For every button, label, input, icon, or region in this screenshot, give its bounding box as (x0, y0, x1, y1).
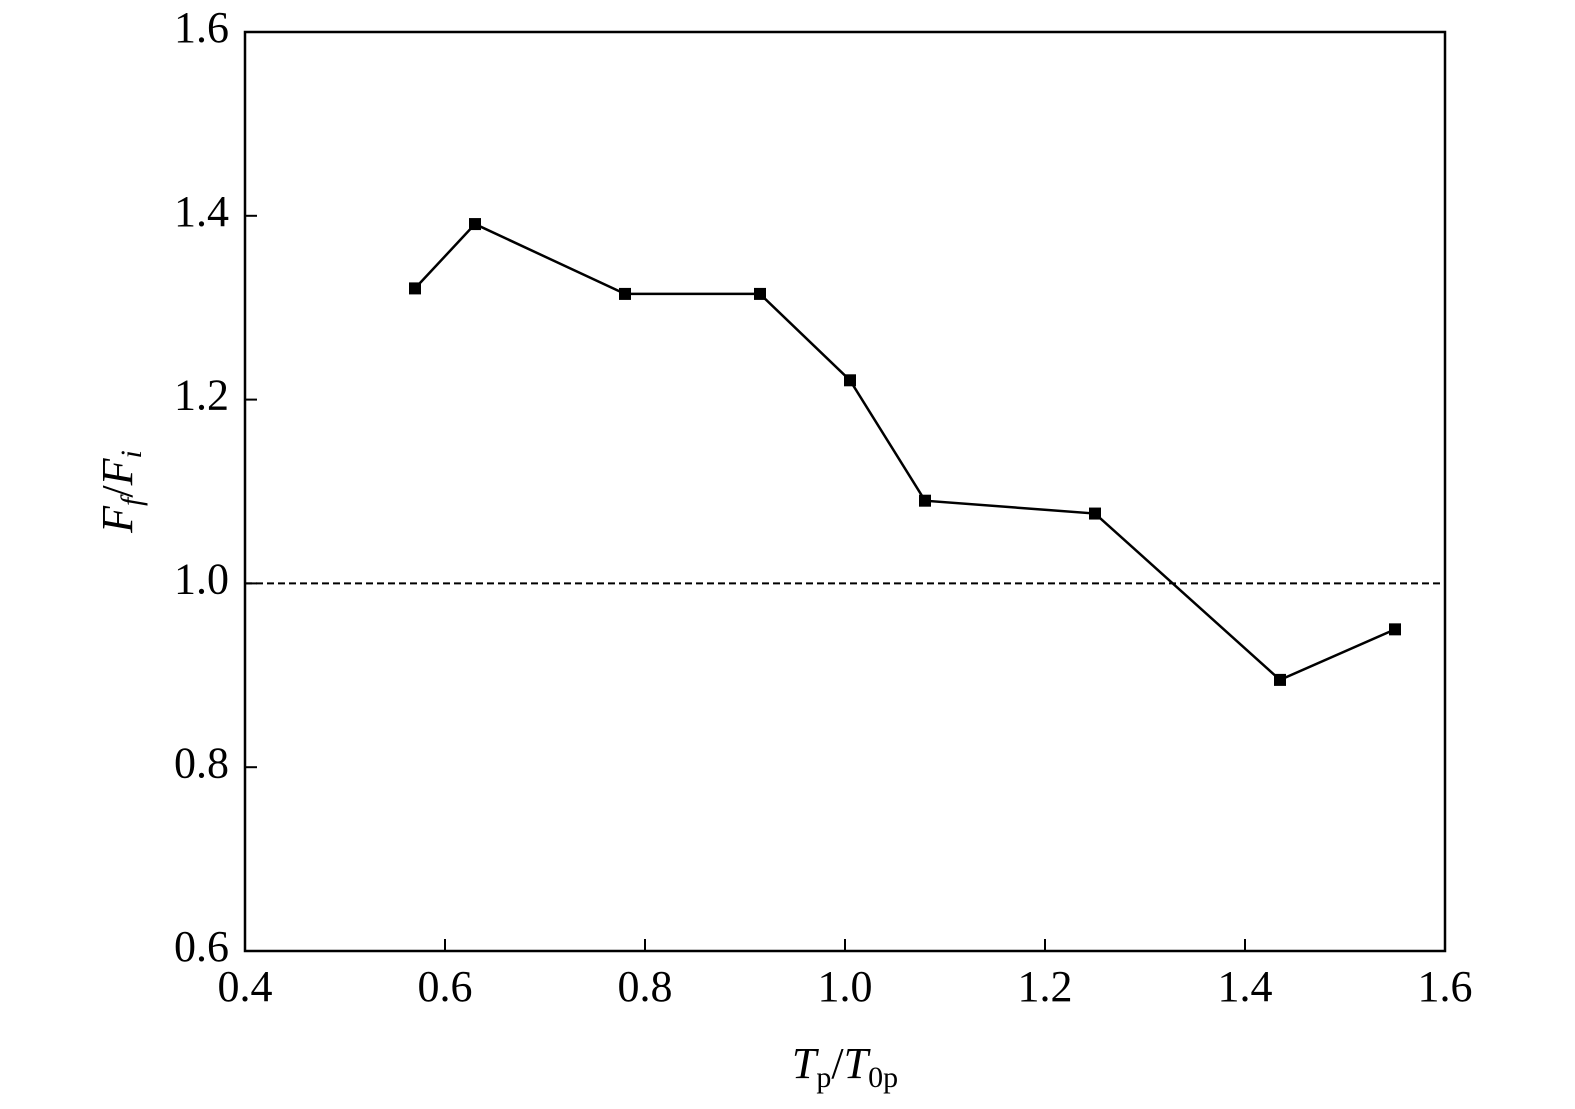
y-tick-label: 0.6 (174, 922, 229, 971)
marker (919, 494, 931, 507)
axis-label-part: i (115, 450, 148, 458)
marker (1274, 673, 1286, 686)
y-tick-label: 0.8 (174, 738, 229, 787)
x-tick-label: 1.4 (1218, 962, 1273, 1011)
ylabel: Ff/Fi (93, 450, 148, 534)
y-tick-label: 1.0 (174, 554, 229, 603)
x-tick-label: 1.6 (1418, 962, 1473, 1011)
y-tick-label: 1.6 (174, 3, 229, 52)
x-tick-label: 1.0 (818, 962, 873, 1011)
axis-label-part: p (816, 1061, 831, 1094)
axis-label-part: / (93, 485, 142, 498)
axis-label-part: F (93, 505, 142, 534)
marker (409, 282, 421, 295)
series-line (414, 222, 1396, 682)
axis-label-part: 0p (868, 1061, 898, 1094)
axis-label-part: / (831, 1039, 844, 1088)
marker (844, 374, 856, 387)
axis-label-part: T (844, 1039, 872, 1088)
marker (1389, 623, 1401, 636)
y-tick-label: 1.2 (174, 371, 229, 420)
plot-frame (243, 30, 1447, 953)
x-tick-label: 0.4 (218, 962, 273, 1011)
marker (619, 287, 631, 300)
x-tick-label: 0.6 (418, 962, 473, 1011)
marker (1089, 507, 1101, 520)
axis-label-part: T (792, 1039, 820, 1088)
x-tick-label: 1.2 (1018, 962, 1073, 1011)
marker (754, 287, 766, 300)
y-tick-label: 1.4 (174, 187, 229, 236)
x-tick-label: 0.8 (618, 962, 673, 1011)
xlabel: Tp/T0p (792, 1039, 898, 1094)
axis-label-part: F (93, 457, 142, 486)
marker (469, 218, 481, 231)
